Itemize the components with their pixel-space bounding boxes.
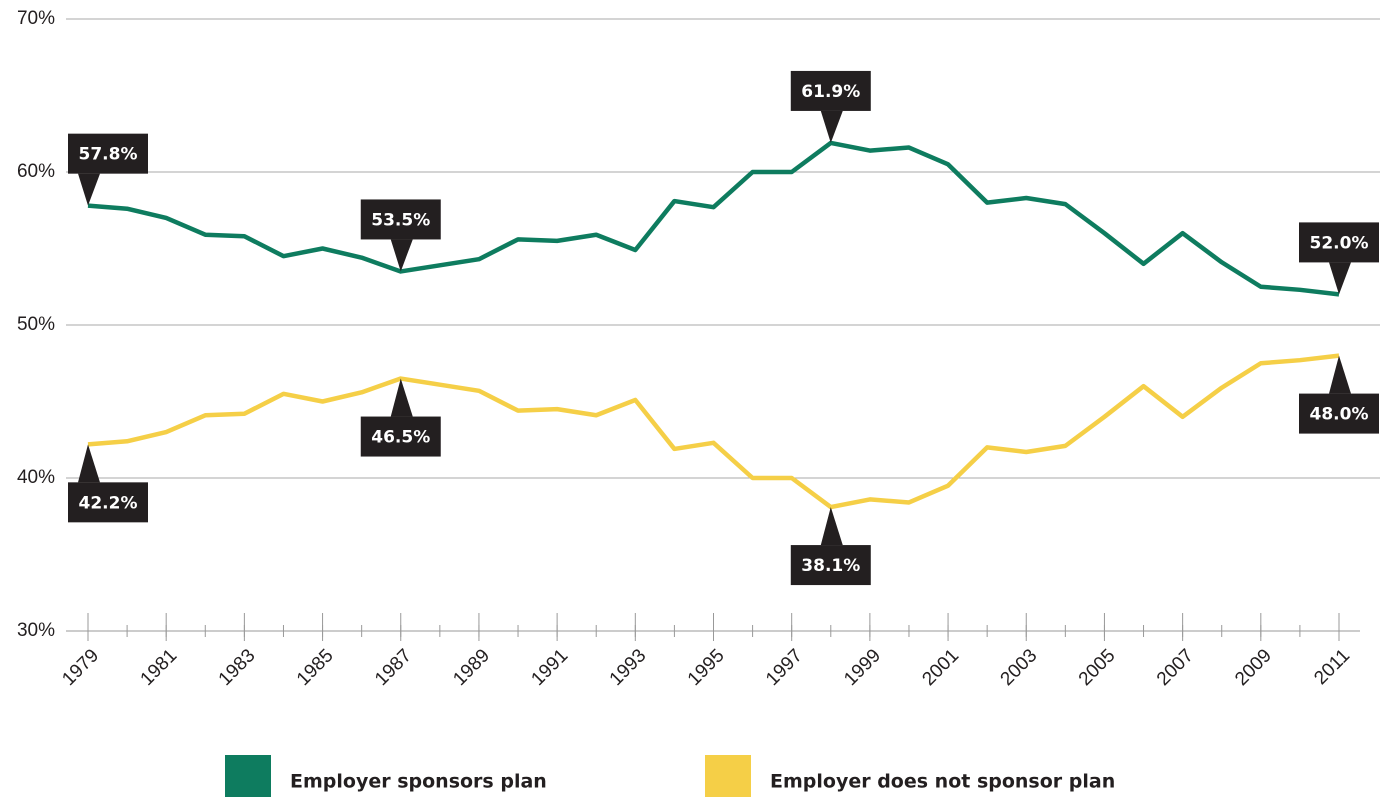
data-label: 46.5% xyxy=(371,428,430,448)
annotation-pointer xyxy=(390,239,413,272)
x-tick-label: 2003 xyxy=(997,645,1042,690)
series-line xyxy=(87,353,1340,510)
legend-label: Employer does not sponsor plan xyxy=(770,771,1115,793)
annotation: 52.0% xyxy=(1299,222,1379,295)
x-tick-label: 2011 xyxy=(1310,645,1354,689)
x-tick-label: 1991 xyxy=(527,645,572,690)
annotation: 53.5% xyxy=(360,199,441,272)
x-tick-label: 2009 xyxy=(1231,645,1276,690)
y-tick-label: 60% xyxy=(17,161,55,182)
data-label: 52.0% xyxy=(1310,233,1369,253)
annotation: 57.8% xyxy=(68,133,148,206)
y-tick-label: 70% xyxy=(17,8,55,29)
y-tick-label: 40% xyxy=(17,467,55,488)
annotation-box xyxy=(68,482,148,523)
x-tick-label: 1979 xyxy=(58,645,103,690)
x-tick-label: 1983 xyxy=(215,645,260,690)
data-label: 53.5% xyxy=(371,210,430,230)
x-tick-label: 1999 xyxy=(840,645,885,690)
annotation: 42.2% xyxy=(68,444,148,523)
annotation-box xyxy=(790,70,871,111)
x-tick-label: 1985 xyxy=(293,645,338,690)
x-tick-label: 1995 xyxy=(684,645,729,690)
data-label: 61.9% xyxy=(801,82,860,102)
x-tick-label: 1993 xyxy=(606,645,651,690)
series-line xyxy=(87,140,1340,297)
legend-label: Employer sponsors plan xyxy=(290,771,547,793)
y-tick-label: 50% xyxy=(17,314,55,335)
annotation-box xyxy=(1299,222,1379,263)
x-tick-label: 2005 xyxy=(1075,645,1120,690)
legend-swatch xyxy=(705,755,751,797)
annotation-pointer xyxy=(1329,262,1351,295)
x-tick-label: 2007 xyxy=(1153,645,1198,690)
data-label: 42.2% xyxy=(79,493,138,513)
x-tick-label: 1989 xyxy=(449,645,494,690)
annotation-pointer xyxy=(78,173,100,206)
x-tick-label: 1987 xyxy=(371,645,416,690)
annotation-box xyxy=(68,133,148,174)
annotation-box xyxy=(360,199,441,240)
x-tick-label: 1981 xyxy=(137,645,182,690)
annotation-box xyxy=(360,416,441,457)
annotation-box xyxy=(1299,393,1379,434)
annotation: 61.9% xyxy=(790,70,871,143)
x-tick-label: 2001 xyxy=(918,645,963,690)
data-label: 48.0% xyxy=(1310,405,1369,425)
x-tick-label: 1997 xyxy=(762,645,807,690)
annotation-box xyxy=(790,545,871,586)
legend-swatch xyxy=(225,755,271,797)
annotation: 48.0% xyxy=(1299,355,1379,434)
annotation-pointer xyxy=(820,110,843,143)
data-label: 38.1% xyxy=(801,556,860,576)
annotation-pointer xyxy=(78,444,100,483)
y-tick-label: 30% xyxy=(17,620,55,641)
annotation-pointer xyxy=(1329,355,1351,394)
annotation: 38.1% xyxy=(790,507,871,586)
annotation-pointer xyxy=(390,378,413,417)
data-label: 57.8% xyxy=(79,145,138,165)
annotation: 46.5% xyxy=(360,378,441,457)
annotation-pointer xyxy=(820,507,843,546)
